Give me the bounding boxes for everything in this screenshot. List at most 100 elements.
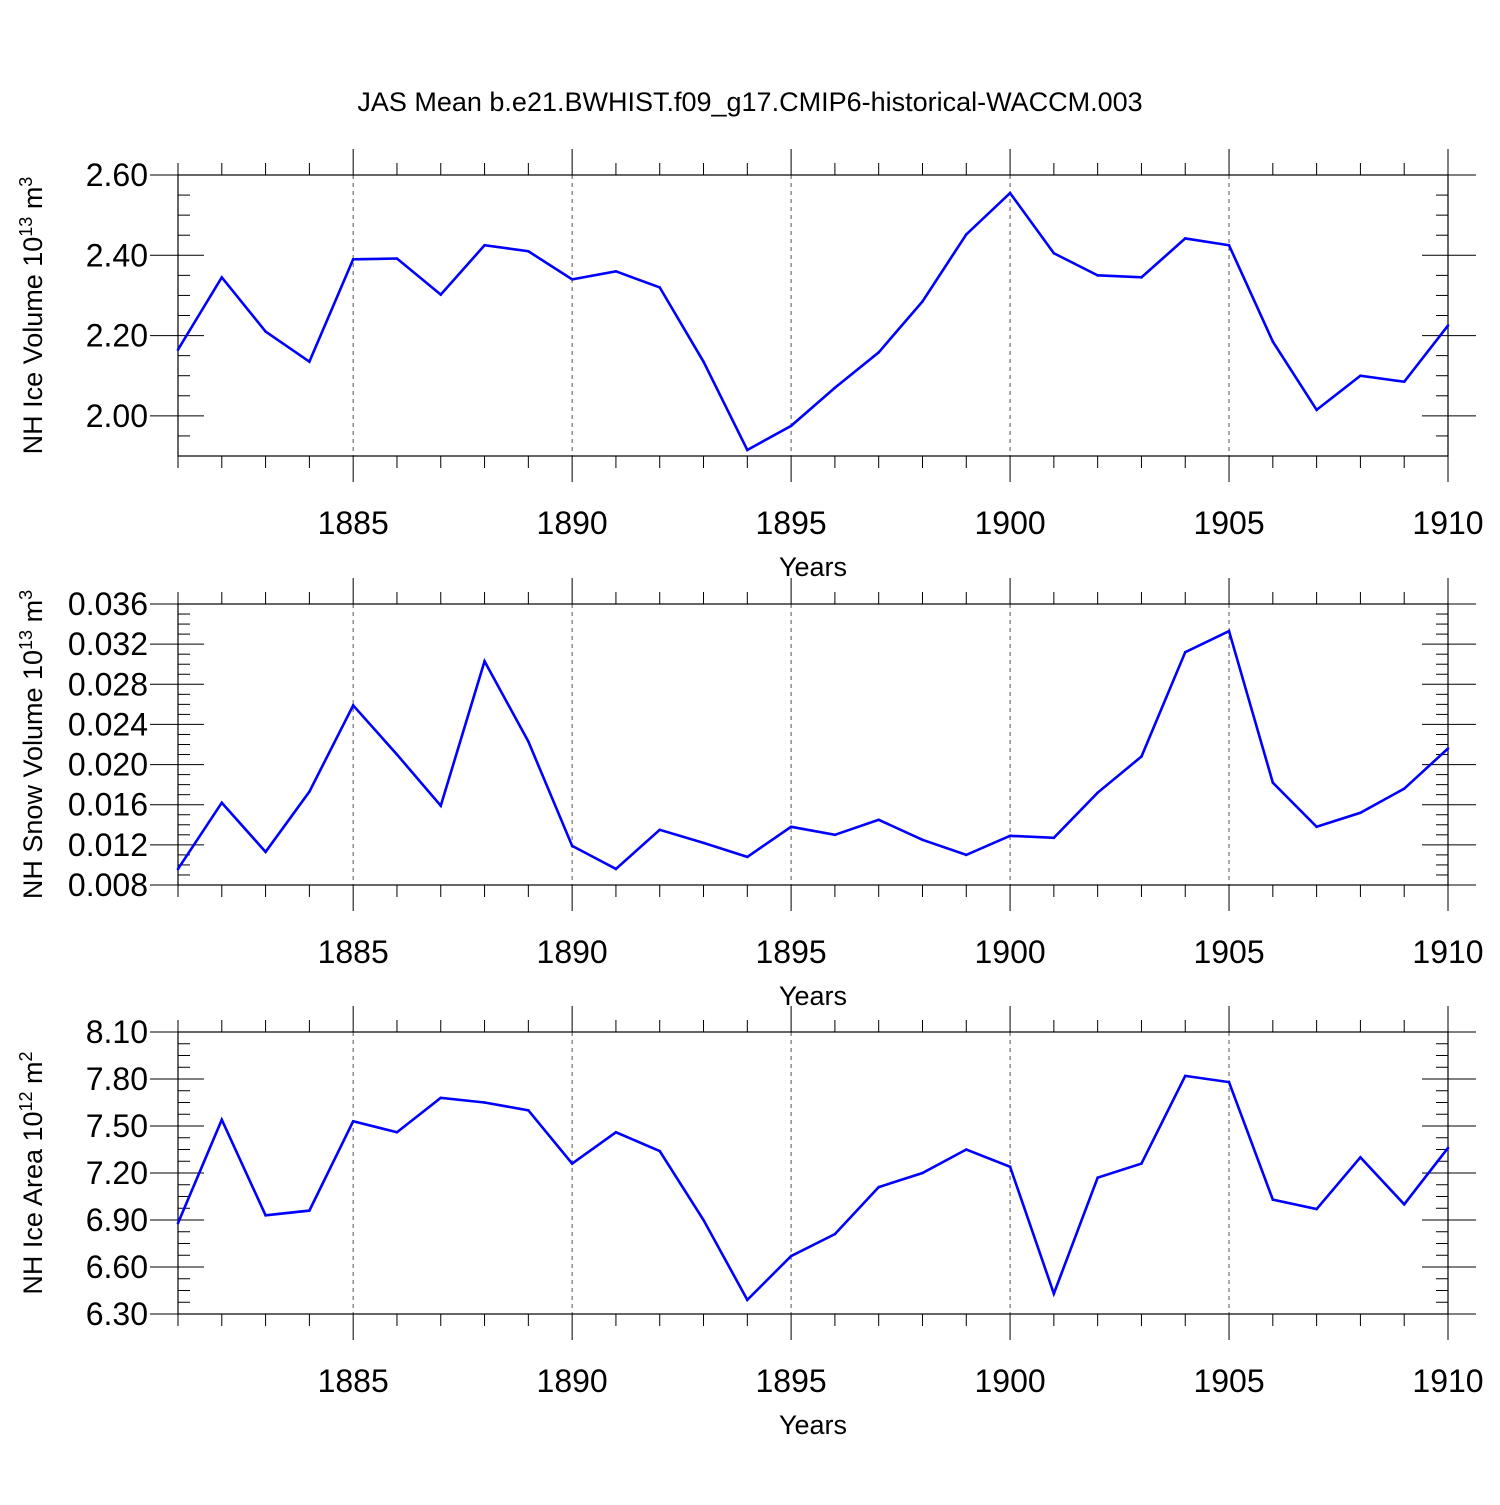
data-point [308,790,311,793]
data-point [1315,408,1318,412]
x-tick-label: 1900 [974,1363,1045,1399]
x-tick-label: 1905 [1193,934,1264,970]
panel-3: 6.30 6.60 6.90 7.20 7.50 7.80 8.10 1885 1890 1895… [16,1006,1484,1440]
data-point [1052,1292,1056,1295]
y-tick-label: 8.10 [86,1014,148,1050]
data-point [176,1221,180,1225]
data-point [439,293,443,296]
data-point [614,1130,618,1134]
y-tick-label: 2.00 [86,398,148,434]
data-point [1446,1146,1450,1150]
data-point [351,258,355,261]
data-point [527,249,530,253]
data-point [658,286,662,289]
data-point [1359,811,1362,815]
data-point [1183,650,1187,654]
plot-frame [177,174,1449,457]
data-point [220,1118,224,1122]
data-point [308,1209,311,1212]
y-tick-label: 7.80 [86,1061,148,1097]
data-point [570,1162,574,1165]
data-point [1140,276,1143,279]
data-point [1402,787,1406,790]
data-point [570,844,574,848]
data-point [351,1120,355,1123]
x-tick-label: 1890 [537,505,608,541]
data-point [833,386,837,390]
data-point [877,351,880,354]
x-tick-label: 1890 [537,934,608,970]
data-point [220,801,224,805]
data-point [702,360,705,363]
data-point [176,867,180,871]
data-point [264,1214,267,1217]
x-tick-label: 1895 [756,934,827,970]
y-tick-label: 0.036 [68,586,148,622]
x-tick-label: 1905 [1193,505,1264,541]
data-point [1052,836,1056,840]
data-point [789,825,793,829]
y-tick-label: 0.016 [68,787,148,823]
y-tick-label: 0.020 [68,747,148,783]
data-point [527,740,530,743]
data-point [702,841,705,845]
data-point [614,867,618,871]
data-point [1096,1176,1099,1179]
data-point [921,838,924,842]
data-point [1140,755,1143,758]
y-tick-label: 2.40 [86,237,148,273]
y-label-text: m [18,600,48,630]
y-tick-label: 0.024 [68,706,148,742]
data-point [1008,834,1012,838]
data-point [964,853,968,857]
y-tick-label: 0.028 [68,666,148,702]
x-axis-label: Years [779,1410,847,1440]
x-tick-label: 1900 [974,505,1045,541]
data-point [833,833,837,837]
x-tick-label: 1885 [318,1363,389,1399]
data-point [351,704,355,707]
y-label-text: m [18,187,48,217]
y-label-text: NH Snow Volume 10 [18,650,48,899]
y-axis-label: NH Snow Volume 1013 m3 [16,590,48,899]
data-point [964,1148,968,1151]
y-label-superscript: 12 [16,1091,36,1111]
data-point [614,270,618,273]
data-point [308,360,311,363]
y-axis-label: NH Ice Volume 1013 m3 [16,177,48,455]
data-point [1052,251,1056,255]
data-point [658,1149,662,1153]
x-tick-label: 1910 [1412,934,1483,970]
data-point [1271,781,1275,784]
x-axis-label: Years [779,981,847,1011]
series-line [176,1074,1450,1303]
data-point [746,448,749,452]
y-tick-label: 6.90 [86,1202,148,1238]
y-label-text: NH Ice Volume 10 [18,237,48,455]
x-tick-label: 1905 [1193,1363,1264,1399]
plot-frame [177,603,1449,886]
data-point [1008,191,1012,195]
x-tick-label: 1885 [318,505,389,541]
y-axis-label: NH Ice Area 1012 m2 [16,1051,48,1294]
x-tick-label: 1895 [756,1363,827,1399]
data-point [921,1171,924,1175]
data-point [1402,380,1406,384]
data-point [264,330,267,333]
y-label-text: NH Ice Area 10 [18,1111,48,1294]
data-point [395,257,399,260]
y-label-superscript: 13 [16,630,36,650]
data-point [439,1096,443,1100]
data-point [877,818,880,822]
data-point [1402,1203,1406,1206]
y-tick-label: 0.008 [68,867,148,903]
data-point [1315,825,1318,829]
panel-1: 2.00 2.20 2.40 2.60 1885 1890 1895 1900 1905 1910… [16,149,1484,582]
data-point [1227,243,1231,247]
data-point [1446,324,1450,327]
data-point [1183,1074,1187,1078]
x-tick-label: 1890 [537,1363,608,1399]
data-point [1183,237,1187,240]
data-point [439,804,443,808]
